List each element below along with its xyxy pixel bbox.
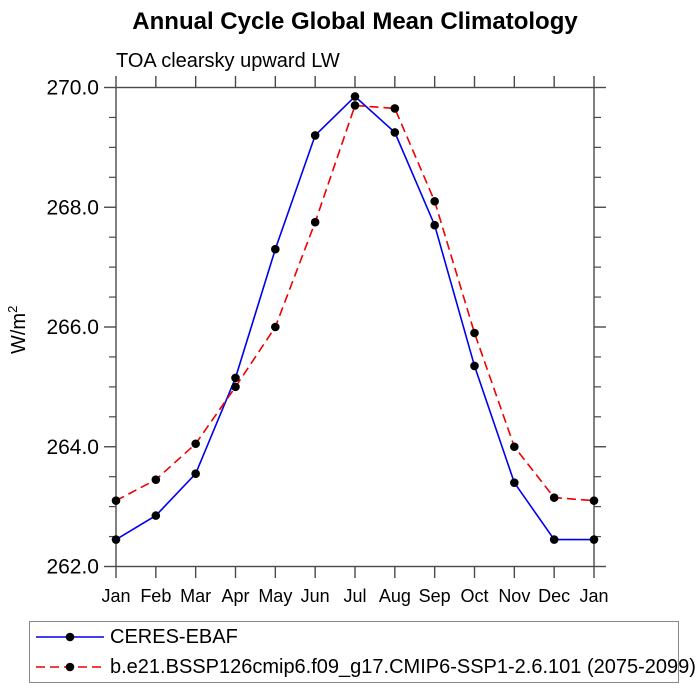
data-point-marker <box>390 104 400 113</box>
y-tick-label: 268.0 <box>46 196 99 219</box>
data-point-marker <box>510 478 519 487</box>
y-tick-label: 262.0 <box>46 556 99 579</box>
data-point-marker <box>231 373 240 383</box>
data-point-marker <box>271 244 280 254</box>
data-point-marker <box>231 382 240 392</box>
legend-item-0: CERES-EBAF <box>30 623 678 652</box>
x-tick-label: Jan <box>101 586 130 606</box>
y-tick-label: 264.0 <box>46 436 99 459</box>
legend-label: CERES-EBAF <box>110 626 238 649</box>
x-tick-label: Dec <box>538 586 570 606</box>
chart-title: Annual Cycle Global Mean Climatology <box>132 8 578 35</box>
data-point-marker <box>151 511 161 520</box>
data-point-marker <box>589 535 599 544</box>
data-point-marker <box>191 469 200 478</box>
data-point-marker <box>430 220 439 230</box>
legend-marker <box>65 662 75 672</box>
data-point-marker <box>310 217 320 227</box>
data-point-marker <box>390 128 400 137</box>
x-tick-label: Nov <box>498 586 530 606</box>
y-tick-label: 270.0 <box>46 77 99 100</box>
data-point-marker <box>111 535 121 544</box>
legend-box: CERES-EBAF b.e21.BSSP126cmip6.f09_g17.CMI… <box>29 621 696 683</box>
x-tick-label: Mar <box>180 586 211 606</box>
legend-line-sample <box>36 662 104 672</box>
x-tick-label: Jul <box>343 586 366 606</box>
x-tick-label: Jun <box>301 586 330 606</box>
data-point-marker <box>271 322 280 332</box>
legend-item-1: b.e21.BSSP126cmip6.f09_g17.CMIP6-SSP1-2.… <box>30 652 696 681</box>
x-tick-label: Aug <box>379 586 411 606</box>
data-point-marker <box>310 131 320 140</box>
data-point-marker <box>470 328 479 338</box>
data-point-marker <box>430 196 439 206</box>
x-tick-label: Oct <box>460 586 488 606</box>
y-tick-label: 266.0 <box>46 316 99 339</box>
data-point-marker <box>510 442 519 452</box>
chart-subtitle: TOA clearsky upward LW <box>116 50 340 72</box>
x-tick-label: May <box>258 586 292 606</box>
data-point-marker <box>470 361 479 371</box>
series-line-1 <box>115 104 595 502</box>
series-line-0 <box>115 95 594 541</box>
data-point-marker <box>191 439 200 449</box>
data-point-marker <box>589 496 599 505</box>
legend-marker <box>65 632 75 642</box>
data-point-marker <box>350 92 360 101</box>
legend-label: b.e21.BSSP126cmip6.f09_g17.CMIP6-SSP1-2.… <box>110 655 696 678</box>
x-tick-label: Jan <box>579 586 608 606</box>
data-point-marker <box>549 493 559 502</box>
data-point-marker <box>350 101 360 110</box>
x-tick-label: Sep <box>419 586 451 606</box>
x-tick-label: Feb <box>140 586 171 606</box>
data-point-marker <box>111 496 121 505</box>
data-point-marker <box>549 535 559 544</box>
x-tick-label: Apr <box>221 586 249 606</box>
data-point-marker <box>151 475 161 484</box>
legend-line-sample <box>36 632 104 642</box>
